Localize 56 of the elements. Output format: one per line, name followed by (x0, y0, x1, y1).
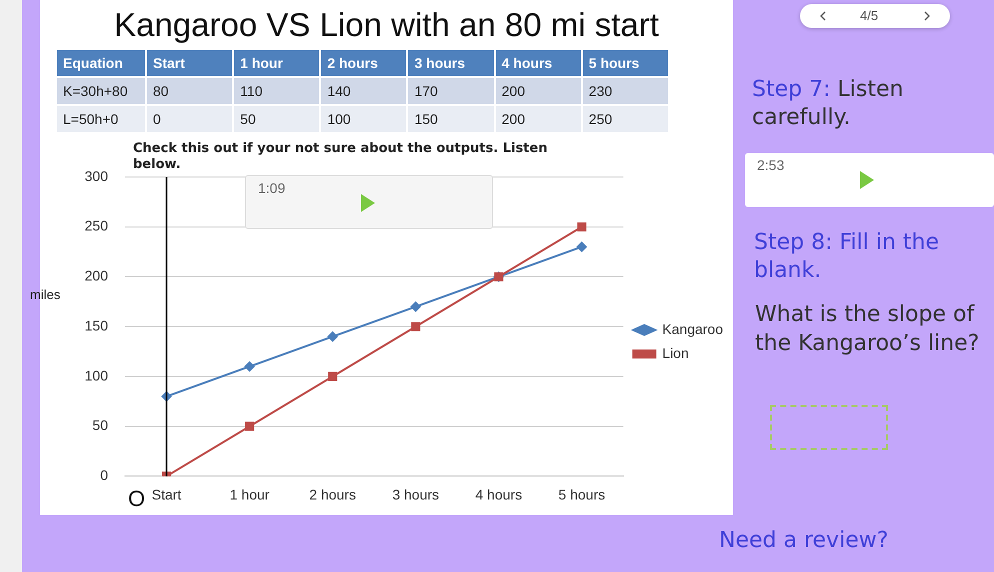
point (410, 302, 421, 312)
page-switcher: 4/5 (800, 4, 950, 28)
text: What is the slope of the Kangaroo’s line? (755, 301, 980, 358)
point (245, 422, 254, 431)
text: 100 (320, 105, 408, 132)
category-label: 5 hours (588, 55, 640, 71)
x-tick-label: 2 hours (309, 486, 356, 502)
text: 200 (494, 105, 582, 132)
point (328, 332, 338, 342)
text: 140 (320, 77, 408, 105)
text: 250 (582, 105, 669, 132)
y-axis-title: miles (30, 287, 60, 302)
text: 0 (146, 105, 234, 132)
category-label: 4 hours (502, 55, 552, 71)
audio-player: 1:09 (245, 175, 493, 229)
point (328, 372, 338, 381)
category-label: 2 hours (327, 55, 378, 71)
text: 230 (582, 77, 669, 105)
y-tick-label: 0 (100, 467, 108, 484)
category-label: 3 hours (414, 55, 466, 71)
legend-label: Lion (662, 344, 689, 361)
point (576, 242, 587, 252)
category-label: 1 hour (240, 55, 283, 71)
text: 200 (494, 77, 582, 105)
y-tick-label: 200 (84, 268, 108, 284)
chart-title: Kangaroo VS Lion with an 80 mi start (113, 6, 660, 44)
text: Step 7: (752, 77, 830, 102)
text: Need a review? (719, 528, 888, 553)
x-tick-label: 4 hours (475, 486, 522, 502)
y-tick-label: 300 (84, 168, 108, 184)
audio-player: 2:53 (745, 153, 994, 207)
annotation: 1:09 (258, 180, 286, 196)
point (411, 322, 420, 332)
text: O (128, 486, 146, 512)
y-tick-label: 150 (84, 317, 108, 334)
x-tick-label: 1 hour (230, 486, 270, 502)
text: 110 (233, 77, 320, 105)
legend-label: Kangaroo (662, 320, 724, 337)
text: Step 8: Fill in the blank. (754, 229, 940, 285)
x-tick-label: Start (152, 486, 182, 502)
text: 170 (407, 77, 495, 105)
y-tick-label: 250 (84, 218, 108, 234)
point (577, 222, 586, 232)
x-tick-label: 5 hours (558, 486, 606, 502)
point (244, 361, 255, 372)
text: 150 (407, 105, 495, 132)
text: 50 (233, 105, 320, 132)
text: L=50h+0 (57, 105, 146, 132)
y-tick-label: 50 (92, 417, 108, 434)
text: Equation (57, 50, 146, 77)
x-tick-label: 3 hours (392, 486, 440, 502)
text: Check this out if your not sure about the outputs. Listen below. (133, 141, 548, 173)
text: 80 (146, 77, 234, 105)
y-tick-label: 100 (84, 367, 108, 384)
category-label: Start (153, 55, 185, 71)
text: K=30h+80 (57, 77, 146, 105)
